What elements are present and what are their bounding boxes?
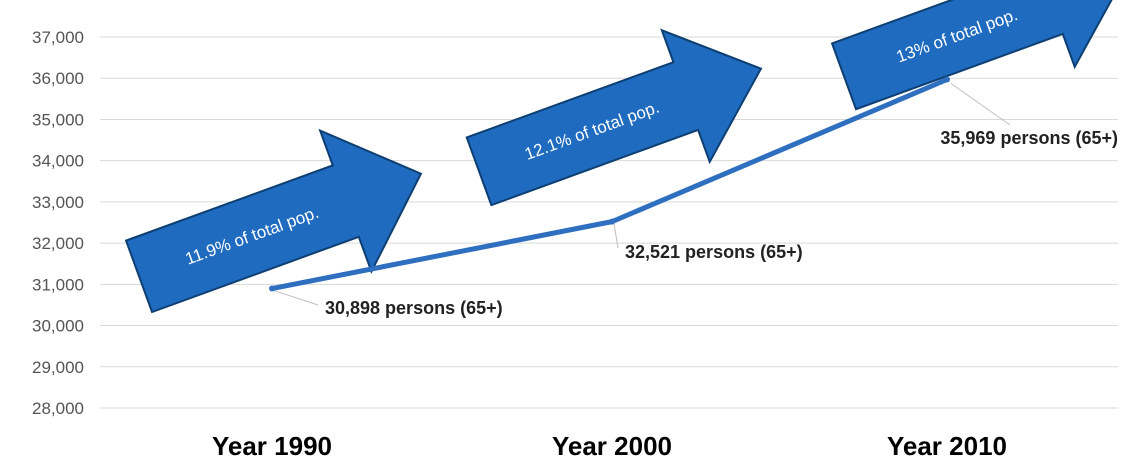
y-tick-label: 34,000 [32, 152, 84, 171]
x-tick-label: Year 1990 [212, 431, 332, 461]
annotation-arrow: 12.1% of total pop. [465, 28, 763, 207]
x-axis-ticks: Year 1990 Year 2000 Year 2010 [212, 431, 1007, 461]
data-label-leaders [273, 83, 1011, 306]
annotation-arrow: 13% of total pop. [830, 0, 1123, 111]
y-axis-ticks: 28,000 29,000 30,000 31,000 32,000 33,000 34,0… [32, 28, 84, 418]
y-tick-label: 28,000 [32, 399, 84, 418]
annotation-arrow: 11.9% of total pop. [124, 128, 423, 314]
y-tick-label: 32,000 [32, 234, 84, 253]
y-tick-label: 29,000 [32, 358, 84, 377]
x-tick-label: Year 2000 [552, 431, 672, 461]
y-tick-label: 37,000 [32, 28, 84, 47]
annotation-arrows: 11.9% of total pop.12.1% of total pop. 13… [124, 0, 1123, 314]
y-tick-label: 33,000 [32, 193, 84, 212]
y-tick-label: 36,000 [32, 69, 84, 88]
data-label: 30,898 persons (65+) [325, 298, 503, 318]
data-label-leader [613, 223, 619, 249]
data-point [269, 285, 275, 292]
data-label-leader [950, 83, 1011, 126]
y-tick-label: 35,000 [32, 110, 84, 129]
data-labels: 30,898 persons (65+) 32,521 persons (65+)… [325, 128, 1118, 318]
x-tick-label: Year 2010 [887, 431, 1007, 461]
y-tick-label: 31,000 [32, 275, 84, 294]
data-point [944, 76, 950, 83]
y-tick-label: 30,000 [32, 317, 84, 336]
data-label: 35,969 persons (65+) [940, 128, 1118, 148]
data-label: 32,521 persons (65+) [625, 242, 803, 262]
data-point [609, 218, 615, 225]
data-label-leader [273, 290, 319, 306]
series-line [269, 76, 950, 292]
